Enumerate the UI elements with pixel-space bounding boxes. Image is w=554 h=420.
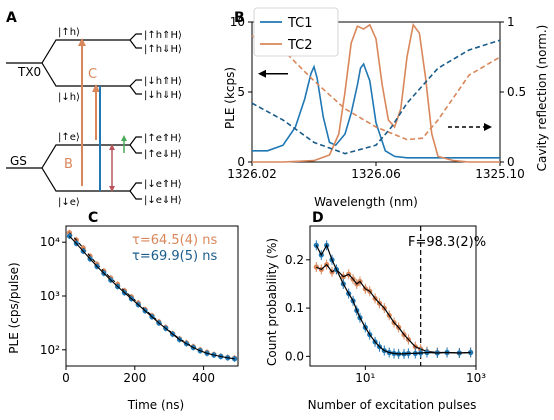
- c-ytick-label: 10²: [40, 343, 60, 357]
- b-series-line-2: [251, 35, 501, 141]
- d-fit-line-0: [316, 263, 471, 354]
- panel-label-d: D: [312, 210, 324, 226]
- b-arrow-left-head: [258, 69, 266, 78]
- gs-dn-e-split2: [129, 190, 142, 200]
- b-arrow-right-head: [484, 123, 492, 131]
- level-diagram: [6, 33, 142, 200]
- gs-split: [41, 144, 118, 169]
- state-right-4: |↓h⇓H⟩: [144, 90, 182, 101]
- b-xtick-label: 1325.10: [475, 167, 525, 181]
- b-xtick-label: 1326.06: [351, 167, 401, 181]
- d-ytick-label: 0.2: [285, 253, 304, 267]
- d-xtick-label: 10³: [466, 371, 486, 385]
- b-y2tick-label: 1: [507, 15, 515, 29]
- tx0-up-h-split2: [129, 39, 142, 49]
- state-right-3: |↓h⇑H⟩: [144, 76, 182, 87]
- b-series-line-1: [252, 22, 500, 163]
- state-right-1: |↑h⇑H⟩: [144, 30, 182, 41]
- panel-d-chart: 10¹ 10³ 0.0 0.1 0.2: [285, 225, 486, 385]
- tx0-up-h-split: [118, 33, 142, 41]
- transition-pink-head-up: [109, 144, 115, 150]
- state-right-6: |↑e⇓H⟩: [144, 149, 182, 160]
- b-xlabel: Wavelength (nm): [314, 195, 418, 209]
- d-xtick-label: 10¹: [355, 371, 375, 385]
- transition-green-head: [121, 135, 127, 141]
- c-ylabel: PLE (cps/pulse): [7, 262, 21, 353]
- state-left-1: |↑h⟩: [58, 27, 80, 38]
- tx0-split-low: [41, 62, 118, 87]
- gs-dn-e-split: [118, 182, 142, 192]
- d-fit-line-1: [315, 243, 471, 355]
- transition-pink-head-dn: [109, 186, 115, 192]
- d-xlabel: Number of excitation pulses: [308, 398, 477, 412]
- c-annotation-tc1: τ=69.9(5) ns: [132, 249, 217, 264]
- d-frame: [309, 225, 477, 367]
- c-fit-line-1: [69, 235, 235, 360]
- b-legend-label: TC1: [287, 16, 313, 31]
- panel-c-chart: 0 200 400 10² 10³ 10⁴: [40, 225, 239, 385]
- state-right-2: |↑h⇓H⟩: [144, 44, 182, 55]
- gs-label: GS: [10, 154, 27, 168]
- c-xlabel: Time (ns): [127, 398, 184, 412]
- c-ytick-label: 10³: [40, 289, 60, 303]
- c-xtick-label: 0: [62, 371, 70, 385]
- b-ytick-label: 10: [230, 15, 245, 29]
- b-series-line-0: [252, 62, 500, 159]
- b-y2tick-label: 0.5: [507, 85, 526, 99]
- tx0-dn-h-split2: [129, 85, 142, 95]
- tx0-split: [41, 39, 118, 64]
- d-data-point: [468, 349, 474, 356]
- tx0-dn-h-split: [118, 79, 142, 87]
- b-ylabel: PLE (kcps): [223, 67, 237, 129]
- state-right-5: |↑e⇑H⟩: [144, 133, 182, 144]
- d-ylabel: Count probability (%): [265, 238, 279, 366]
- b-y2tick-label: 0: [507, 155, 515, 169]
- d-ytick-label: 0.1: [285, 301, 304, 315]
- transition-b-head: [92, 84, 100, 92]
- c-ytick-label: 10⁴: [40, 235, 60, 249]
- state-left-3: |↑e⟩: [58, 132, 80, 143]
- tx0-label: TX0: [17, 65, 41, 79]
- state-left-2: |↓h⟩: [58, 92, 80, 103]
- d-ytick-label: 0.0: [285, 349, 304, 363]
- transition-c-head: [78, 38, 86, 46]
- c-xtick-label: 200: [123, 371, 146, 385]
- b-ytick-label: 0: [237, 155, 245, 169]
- gs-up-e-split2: [129, 144, 142, 154]
- panel-label-b: B: [234, 10, 245, 26]
- b-y2label: Cavity reflection (norm.): [535, 25, 549, 172]
- panel-label-a: A: [6, 10, 17, 26]
- state-left-4: |↓e⟩: [58, 197, 80, 208]
- b-ytick-label: 5: [237, 85, 245, 99]
- b-legend-label: TC2: [287, 38, 313, 53]
- b-xtick-label: 1326.02: [227, 167, 277, 181]
- d-annotation: F=98.3(2)%: [408, 235, 486, 250]
- c-xtick-label: 400: [192, 371, 215, 385]
- panel-label-c: C: [88, 210, 98, 226]
- state-right-7: |↓e⇑H⟩: [144, 179, 182, 190]
- transition-c-label: C: [88, 67, 97, 82]
- state-right-8: |↓e⇓H⟩: [144, 195, 182, 206]
- c-annotation-tc2: τ=64.5(4) ns: [132, 233, 217, 248]
- transition-b-label: B: [64, 157, 73, 172]
- gs-split-low: [41, 167, 118, 192]
